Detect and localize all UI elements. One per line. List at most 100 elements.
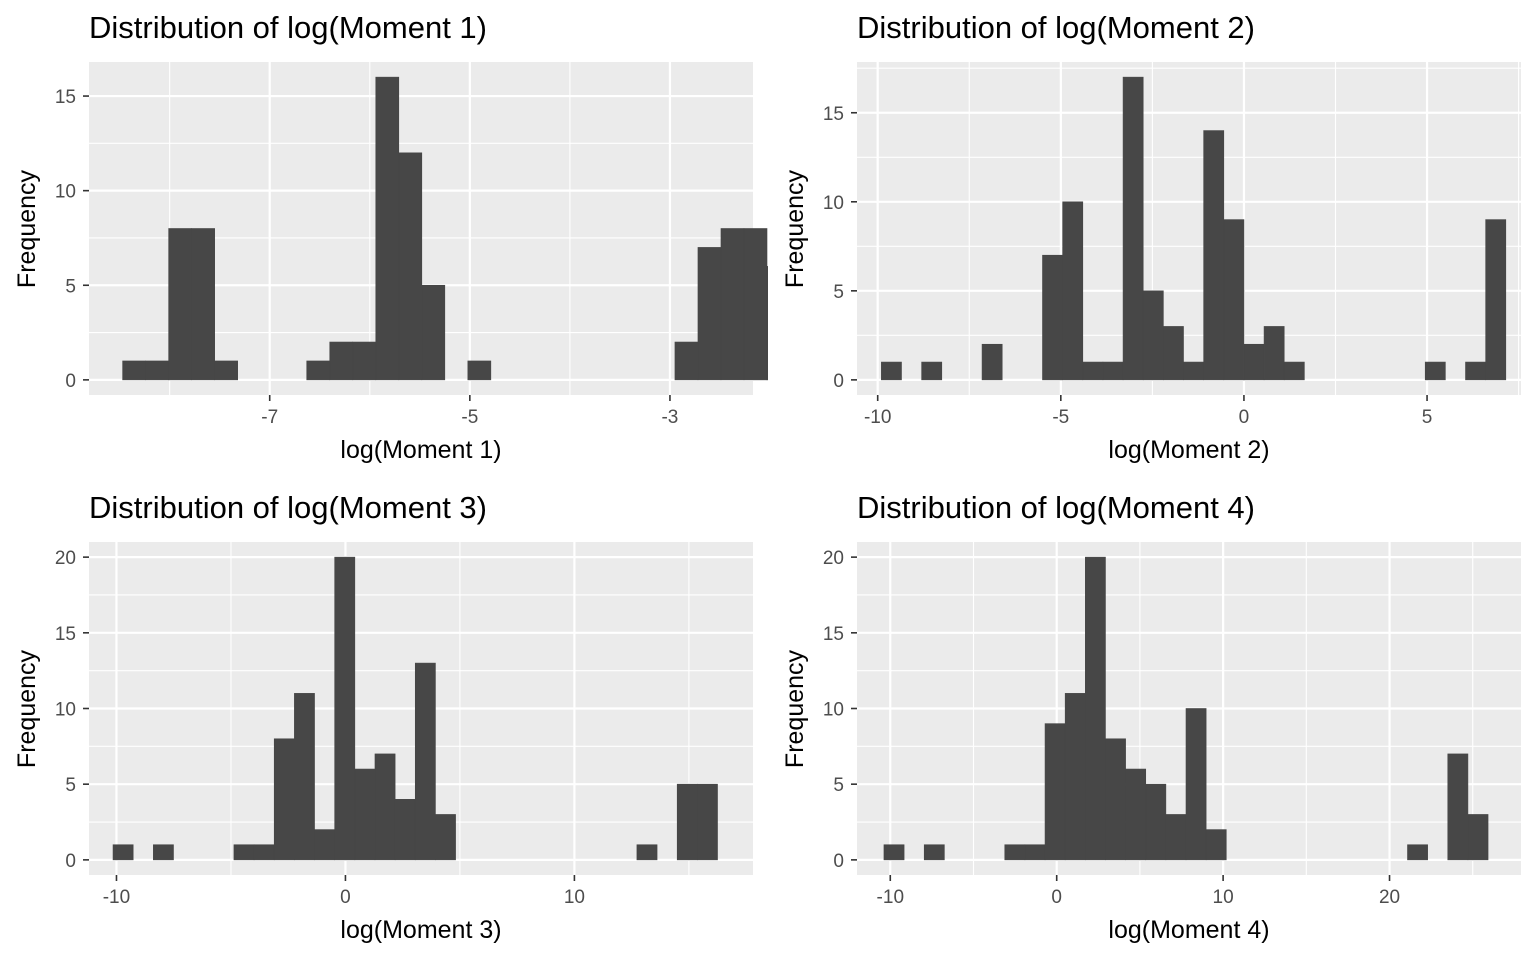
histogram-bar (112, 844, 134, 861)
histogram-bar (329, 341, 354, 381)
histogram-bar (1122, 76, 1144, 381)
histogram-bar (1024, 844, 1046, 861)
chart-title: Distribution of log(Moment 1) (89, 10, 487, 45)
x-tick-label: -5 (461, 407, 478, 428)
histogram-bar (1283, 361, 1305, 381)
histogram-panel-moment-4: Distribution of log(Moment 4) -10 0 10 20 0 5… (768, 480, 1536, 960)
histogram-bar (153, 844, 174, 861)
y-axis-title: Frequency (781, 169, 809, 288)
histogram-bar (1467, 814, 1489, 861)
y-tick-label: 15 (55, 624, 76, 645)
histogram-chart-moment-4: Distribution of log(Moment 4) -10 0 10 20 0 5… (781, 490, 1521, 944)
y-tick-label: 5 (833, 775, 844, 796)
axes: -10 0 10 20 0 5 10 15 20 (823, 548, 1400, 908)
x-axis-title: log(Moment 2) (1108, 436, 1269, 464)
histogram-bar (1105, 738, 1126, 861)
histogram-bar (414, 662, 436, 861)
y-tick-label: 15 (823, 624, 844, 645)
histogram-bar (421, 284, 446, 381)
histogram-bar (1004, 844, 1026, 861)
histogram-bar (214, 360, 238, 381)
histogram-bar (1062, 201, 1084, 381)
histogram-bar (467, 360, 492, 381)
histogram-bar (720, 228, 745, 381)
y-tick-label: 15 (823, 104, 844, 125)
histogram-bar (766, 266, 768, 381)
histogram-bar (1044, 723, 1066, 861)
histogram-bar (168, 228, 192, 381)
x-tick-label: -5 (1052, 407, 1069, 428)
histogram-bar (1205, 829, 1227, 861)
histogram-bar (334, 556, 356, 861)
y-axis-title: Frequency (781, 649, 809, 768)
chart-title: Distribution of log(Moment 3) (89, 490, 487, 525)
x-tick-label: -7 (261, 407, 278, 428)
histogram-bar (674, 341, 699, 381)
y-tick-label: 10 (55, 182, 76, 203)
y-tick-label: 20 (823, 548, 844, 569)
histogram-panel-moment-1: Distribution of log(Moment 1) -7 -5 -3 0 5 10… (0, 0, 768, 480)
histogram-bar (1082, 361, 1104, 381)
bars (122, 76, 768, 381)
histogram-bar (233, 844, 255, 861)
histogram-bar (1447, 753, 1469, 861)
histogram-bar (306, 360, 331, 381)
histogram-bar (697, 783, 718, 861)
axes: -7 -5 -3 0 5 10 15 (55, 87, 679, 428)
histogram-bar (1485, 219, 1507, 381)
histogram-bar (1064, 693, 1086, 861)
axes: -10 0 10 0 5 10 15 20 (55, 548, 585, 908)
y-tick-label: 0 (65, 851, 76, 872)
x-axis-title: log(Moment 1) (340, 436, 501, 464)
y-tick-label: 20 (55, 548, 76, 569)
histogram-bar (354, 768, 376, 861)
histogram-bar (1424, 361, 1446, 381)
histogram-bar (1203, 130, 1225, 381)
histogram-bar (374, 753, 396, 861)
histogram-bar (1465, 361, 1486, 381)
histogram-bar (1183, 361, 1204, 381)
y-axis-title: Frequency (13, 649, 41, 768)
histogram-bar (1163, 326, 1184, 381)
x-tick-label: -10 (877, 887, 904, 908)
histogram-bar (398, 152, 423, 381)
x-tick-label: -10 (864, 407, 891, 428)
y-tick-label: 15 (55, 87, 76, 108)
histogram-panel-moment-3: Distribution of log(Moment 3) -10 0 10 0 5 10… (0, 480, 768, 960)
histogram-bar (1165, 814, 1187, 861)
chart-title: Distribution of log(Moment 2) (857, 10, 1255, 45)
histogram-bar (1102, 361, 1124, 381)
axes: -10 -5 0 5 0 5 10 15 (823, 104, 1432, 428)
histogram-bar (743, 228, 768, 381)
histogram-bar (352, 341, 377, 381)
y-tick-label: 5 (833, 282, 844, 303)
y-tick-label: 0 (833, 851, 844, 872)
x-tick-label: -3 (661, 407, 678, 428)
histogram-bar (1142, 290, 1164, 381)
x-tick-label: -10 (103, 887, 130, 908)
x-axis-title: log(Moment 4) (1108, 916, 1269, 944)
x-tick-label: 10 (1213, 887, 1234, 908)
bars (112, 556, 718, 861)
histogram-panel-moment-2: Distribution of log(Moment 2) -10 -5 0 5 0 5 1… (768, 0, 1536, 480)
x-axis-title: log(Moment 3) (340, 916, 501, 944)
histogram-bar (122, 360, 146, 381)
x-tick-label: 0 (340, 887, 351, 908)
histogram-bar (145, 360, 169, 381)
chart-title: Distribution of log(Moment 4) (857, 490, 1255, 525)
histogram-bar (921, 361, 943, 381)
histogram-bar (1125, 768, 1147, 861)
plot-background (857, 62, 1521, 395)
histogram-bar (1407, 844, 1428, 861)
y-tick-label: 0 (833, 371, 844, 392)
y-tick-label: 10 (823, 700, 844, 721)
histogram-chart-moment-3: Distribution of log(Moment 3) -10 0 10 0 5 10… (13, 490, 753, 944)
x-tick-label: 0 (1051, 887, 1062, 908)
histogram-bar (314, 829, 335, 861)
histogram-bar (435, 814, 456, 861)
histogram-bar (191, 228, 215, 381)
histogram-bar (697, 247, 722, 381)
y-tick-label: 5 (65, 276, 76, 297)
histogram-bar (981, 343, 1003, 381)
histogram-bar (294, 693, 315, 861)
